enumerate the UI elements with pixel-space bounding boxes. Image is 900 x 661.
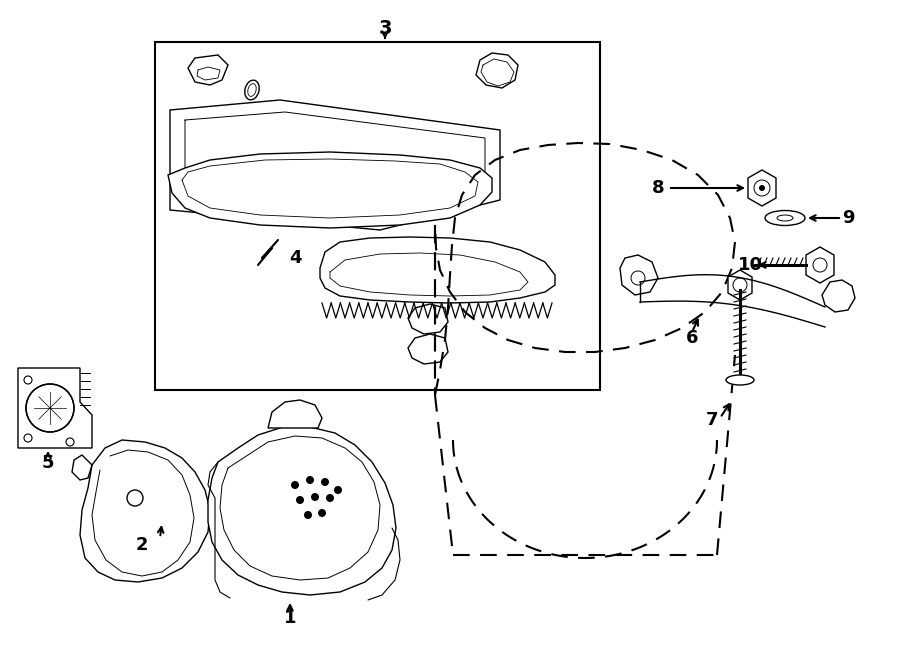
Polygon shape [72, 455, 92, 480]
Ellipse shape [245, 80, 259, 100]
Text: 1: 1 [284, 609, 296, 627]
Circle shape [296, 496, 304, 504]
Bar [155, 42, 600, 390]
Text: 6: 6 [686, 329, 698, 347]
Text: 2: 2 [136, 536, 149, 554]
Circle shape [321, 478, 329, 486]
Circle shape [334, 486, 342, 494]
Polygon shape [476, 53, 518, 88]
Ellipse shape [248, 84, 256, 97]
Circle shape [306, 476, 314, 484]
Polygon shape [18, 368, 92, 448]
Polygon shape [728, 270, 752, 300]
Polygon shape [408, 334, 448, 364]
Polygon shape [806, 247, 834, 283]
Polygon shape [170, 100, 500, 230]
Polygon shape [620, 255, 658, 295]
Circle shape [318, 509, 326, 517]
Text: 5: 5 [41, 454, 54, 472]
Polygon shape [80, 440, 210, 582]
Text: 3: 3 [378, 19, 392, 38]
Polygon shape [268, 400, 322, 428]
Ellipse shape [777, 215, 793, 221]
Polygon shape [208, 427, 396, 595]
Text: 10: 10 [737, 256, 762, 274]
Text: 8: 8 [652, 179, 664, 197]
Text: 4: 4 [289, 249, 302, 267]
Polygon shape [822, 280, 855, 312]
Text: 7: 7 [706, 411, 718, 429]
Polygon shape [408, 304, 448, 334]
Circle shape [759, 185, 765, 191]
Polygon shape [320, 237, 555, 303]
Circle shape [304, 511, 312, 519]
Polygon shape [168, 152, 492, 228]
Circle shape [326, 494, 334, 502]
Polygon shape [748, 170, 776, 206]
Text: 9: 9 [842, 209, 854, 227]
Circle shape [291, 481, 299, 489]
Circle shape [311, 493, 319, 501]
Circle shape [26, 384, 74, 432]
Polygon shape [188, 55, 228, 85]
Ellipse shape [765, 210, 805, 225]
Ellipse shape [726, 375, 754, 385]
